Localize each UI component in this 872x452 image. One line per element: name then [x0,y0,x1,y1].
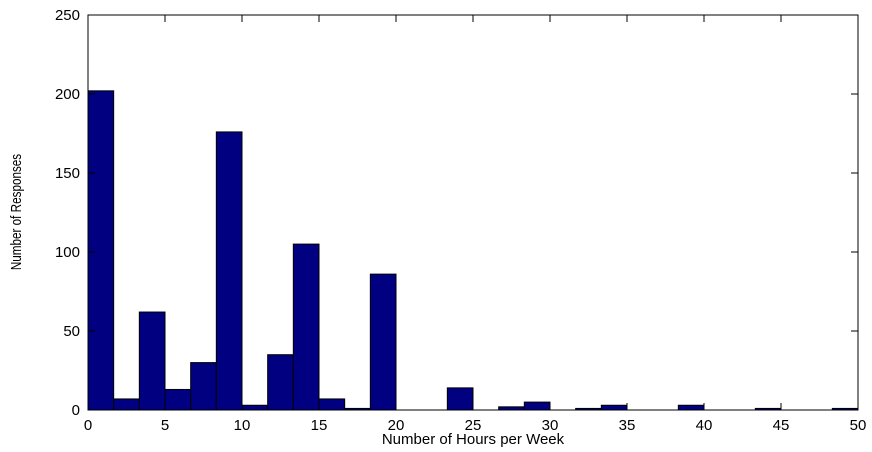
y-tick-label: 0 [72,402,80,419]
histogram-bar [318,398,346,411]
y-tick-label: 150 [55,165,80,182]
x-axis-ticks: 0 5 10 15 20 25 30 35 40 45 50 [84,15,867,434]
x-tick-label: 50 [850,417,867,434]
plot-area-frame [87,14,859,411]
x-tick-label: 35 [619,417,636,434]
bars-group [87,90,859,411]
x-tick-label: 30 [542,417,559,434]
x-axis-title: Number of Hours per Week [382,431,565,448]
histogram-bar [523,401,551,411]
x-tick-label: 10 [234,417,251,434]
histogram-bar [87,90,115,411]
histogram-bar [292,243,320,411]
histogram-bar [446,387,474,411]
y-tick-label: 250 [55,7,80,24]
histogram-bar [215,131,243,411]
x-tick-label: 20 [388,417,405,434]
x-tick-label: 15 [311,417,328,434]
x-tick-label: 5 [161,417,169,434]
x-tick-label: 45 [773,417,790,434]
histogram-bar [138,311,166,411]
histogram-bar [190,362,217,411]
y-tick-label: 50 [63,323,80,340]
histogram-bar [241,404,269,411]
histogram-bar [267,354,294,411]
histogram-bar [164,388,192,411]
y-axis-title: Number of Responses [8,154,25,271]
histogram-bar [677,404,705,411]
y-axis-ticks: 0 50 100 150 200 250 [55,7,858,419]
y-tick-label: 200 [55,86,80,103]
x-tick-label: 25 [465,417,482,434]
histogram-bar [369,273,397,411]
histogram-bar [113,398,140,411]
y-tick-label: 100 [55,244,80,261]
x-tick-label: 40 [696,417,713,434]
x-tick-label: 0 [84,417,92,434]
histogram-bar [600,404,628,411]
